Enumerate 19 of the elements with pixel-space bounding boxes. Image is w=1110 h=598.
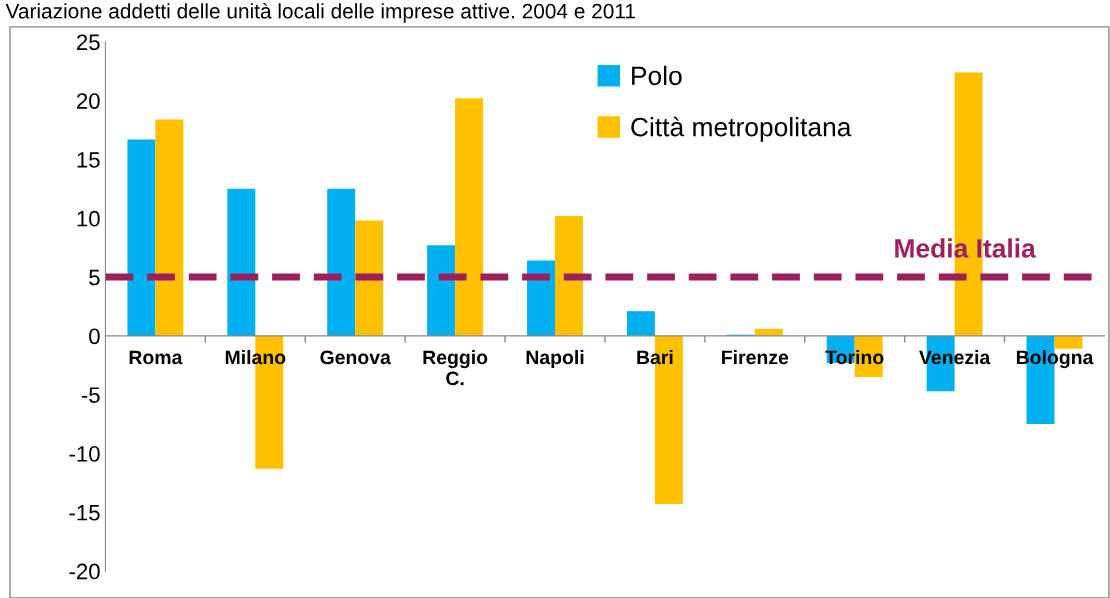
x-tick-label: Napoli <box>526 349 584 369</box>
y-tick-label: -15 <box>69 505 100 521</box>
x-tick-label: Roma <box>129 350 183 365</box>
legend-label: Città metropolitana <box>631 116 852 142</box>
y-tick-label: 10 <box>77 210 100 227</box>
x-tick-label: Genova <box>320 350 391 365</box>
legend-label: Polo <box>632 65 682 86</box>
y-tick-label: 0 <box>89 328 100 345</box>
y-tick-label: 5 <box>89 269 100 286</box>
y-tick-label: 20 <box>76 93 100 109</box>
x-tick-label: Torino <box>825 349 884 365</box>
x-tick-label: Firenze <box>722 349 789 365</box>
x-tick-label: Reggio C. <box>423 349 488 386</box>
chart-title: Variazione addetti delle unità locali delle imprese attive. 2004 e 2011 <box>5 2 635 23</box>
y-tick-label: -20 <box>69 563 100 580</box>
y-tick-label: -5 <box>81 387 100 403</box>
y-tick-label: 15 <box>77 152 100 168</box>
y-tick-label: 25 <box>76 34 100 51</box>
y-tick-label: -10 <box>69 446 100 462</box>
